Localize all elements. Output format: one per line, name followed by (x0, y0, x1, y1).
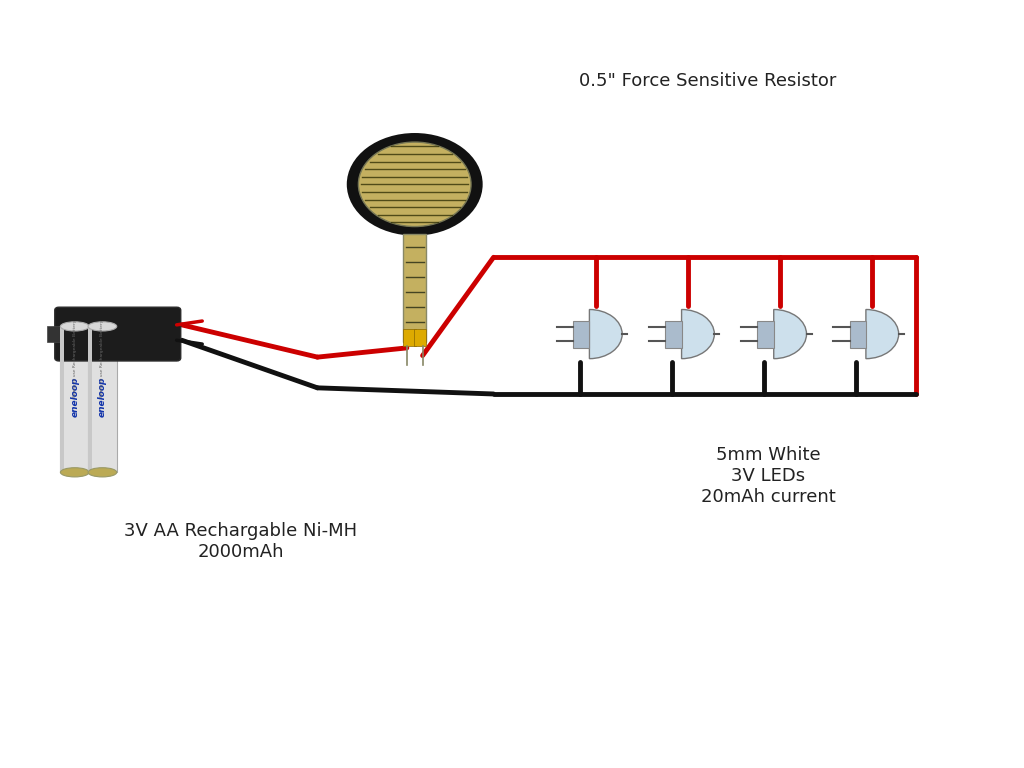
Bar (403, 234, 426, 342)
Bar (60, 326, 89, 472)
Circle shape (358, 142, 471, 227)
Text: 0.5" Force Sensitive Resistor: 0.5" Force Sensitive Resistor (579, 71, 836, 90)
Ellipse shape (60, 322, 89, 331)
Wedge shape (590, 310, 623, 359)
Text: 3V AA Rechargable Ni-MH
2000mAh: 3V AA Rechargable Ni-MH 2000mAh (124, 522, 357, 561)
Text: Ready to use Rechargeable Battery: Ready to use Rechargeable Battery (100, 319, 104, 397)
Bar (666, 320, 682, 348)
Bar (758, 320, 774, 348)
Bar (88, 326, 117, 472)
Bar (414, 329, 426, 346)
Ellipse shape (88, 322, 117, 331)
Wedge shape (774, 310, 807, 359)
Text: eneloop: eneloop (98, 376, 106, 417)
Ellipse shape (88, 468, 117, 477)
Circle shape (348, 134, 481, 234)
Wedge shape (866, 310, 899, 359)
Text: eneloop: eneloop (71, 376, 79, 417)
Bar (60, 326, 63, 472)
Bar (47, 326, 59, 342)
Wedge shape (682, 310, 715, 359)
Bar (88, 326, 91, 472)
Bar (403, 329, 416, 346)
Text: Ready to use Rechargeable Battery: Ready to use Rechargeable Battery (73, 319, 77, 397)
Bar (573, 320, 590, 348)
FancyBboxPatch shape (55, 307, 180, 361)
Text: 5mm White
3V LEDs
20mAh current: 5mm White 3V LEDs 20mAh current (700, 446, 836, 506)
Bar (850, 320, 866, 348)
Ellipse shape (60, 468, 89, 477)
